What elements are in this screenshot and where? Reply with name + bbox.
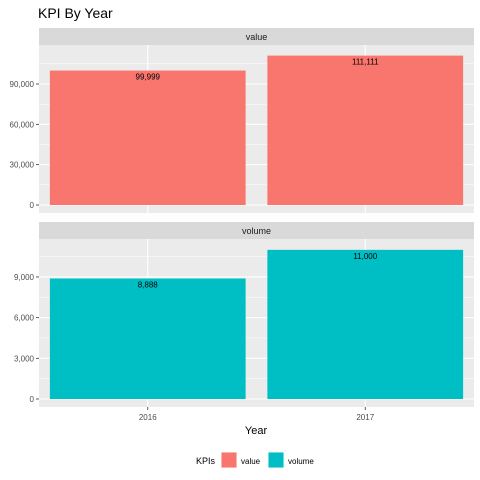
bar-value-2017 [267,55,464,206]
bar-value-2016 [49,70,246,205]
x-tick-label: 2016 [139,413,157,422]
y-tick-label: 9,000 [14,273,35,282]
x-axis-ticks: 2016 2017 [139,407,375,422]
x-tick-label: 2017 [356,413,374,422]
bar-label: 99,999 [136,73,161,82]
facet-strip-label: value [246,32,268,42]
chart-title: KPI By Year [38,5,113,21]
bar-volume-2016 [49,278,246,399]
facet-panel-value: value 0 30,000 60,000 90,000 99,999 111,111 [10,28,474,213]
x-axis-title: Year [245,425,268,437]
facet-panels: value 0 30,000 60,000 90,000 99,999 111,111 vol… [10,28,474,407]
legend: KPIs value volume [196,452,314,468]
y-tick-label: 90,000 [10,80,35,89]
facet-strip-label: volume [242,226,271,236]
facet-strip [39,28,474,45]
y-tick-label: 60,000 [10,120,35,129]
y-tick-label: 3,000 [14,354,35,363]
facet-panel-volume: volume 0 3,000 6,000 9,000 8,888 11,000 [14,222,474,407]
bar-label: 11,000 [353,252,377,261]
legend-title: KPIs [196,456,216,466]
y-tick-label: 0 [30,395,35,404]
facet-strip [39,222,474,239]
bar-label: 8,888 [138,280,159,289]
y-tick-label: 30,000 [10,161,35,170]
bar-label: 111,111 [352,58,379,67]
legend-label: value [241,457,261,466]
legend-key-value [221,452,237,468]
y-tick-label: 6,000 [14,314,35,323]
bar-volume-2017 [267,249,464,399]
legend-key-volume [268,452,284,468]
y-tick-label: 0 [30,201,35,210]
legend-label: volume [288,457,314,466]
